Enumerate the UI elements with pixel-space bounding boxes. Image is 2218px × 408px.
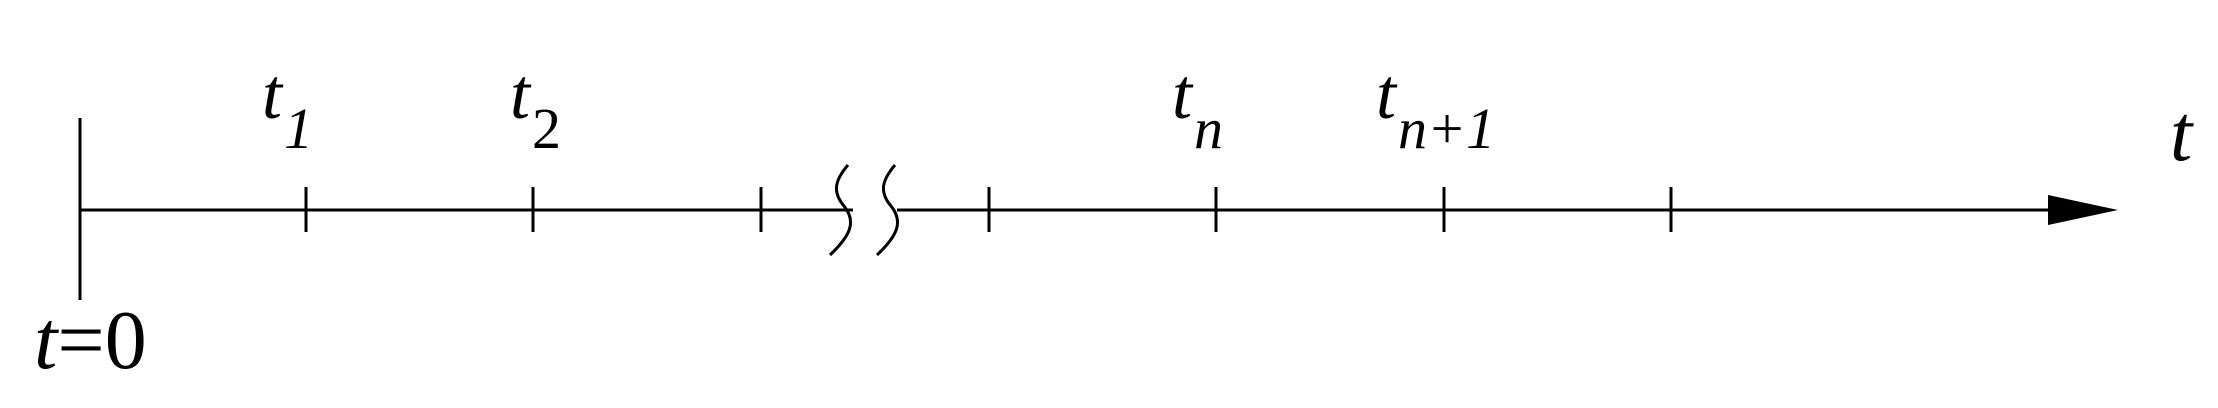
axis-label: t — [2170, 90, 2194, 178]
label-tn: tn — [1172, 54, 1223, 161]
label-t2-sub: 2 — [532, 96, 561, 161]
label-t1-var: t — [262, 54, 284, 134]
origin-label-rest: =0 — [57, 294, 146, 387]
axis-break-left — [828, 164, 853, 257]
origin-label: t=0 — [34, 294, 147, 387]
label-tn-sub: n — [1194, 96, 1223, 161]
label-t2-var: t — [510, 54, 532, 134]
label-tn1: tn+1 — [1376, 54, 1495, 161]
axis-arrowhead — [2048, 195, 2118, 225]
origin-label-var: t — [34, 294, 60, 387]
axis-break-right — [875, 164, 900, 257]
label-t1: t1 — [262, 54, 313, 161]
label-tn-var: t — [1172, 54, 1194, 134]
label-t1-sub: 1 — [284, 96, 313, 161]
label-tn1-sub: n+1 — [1398, 96, 1495, 161]
label-tn1-var: t — [1376, 54, 1398, 134]
label-t2: t2 — [510, 54, 561, 161]
